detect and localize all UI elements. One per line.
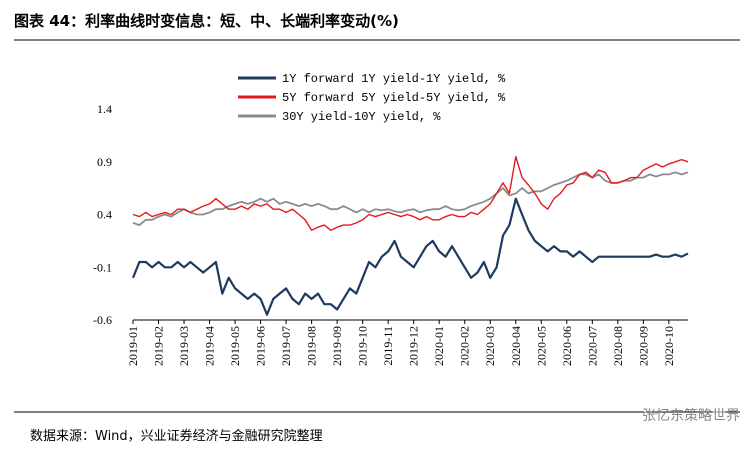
watermark: 张忆东策略世界 (642, 407, 740, 424)
x-tick-label: 2019-03 (177, 326, 191, 366)
source: 数据来源：Wind，兴业证券经济与金融研究院整理 (30, 428, 323, 444)
x-tick-label: 2020-06 (560, 326, 574, 366)
x-tick-label: 2020-05 (534, 326, 548, 366)
series-line (132, 171, 689, 226)
x-tick-label: 2020-09 (636, 326, 650, 366)
x-tick-label: 2019-11 (381, 326, 395, 366)
x-tick-label: 2019-04 (203, 326, 217, 366)
y-tick-label: 0.9 (97, 155, 112, 169)
x-tick-label: 2019-05 (228, 326, 242, 366)
x-tick-label: 2019-06 (254, 326, 268, 366)
legend-label: 5Y forward 5Y yield-5Y yield, % (282, 91, 506, 105)
x-tick-label: 2020-04 (509, 326, 523, 366)
x-tick-label: 2020-03 (483, 326, 497, 366)
x-tick-label: 2019-08 (305, 326, 319, 366)
legend-label: 1Y forward 1Y yield-1Y yield, % (282, 72, 506, 86)
x-tick-label: 2020-02 (458, 326, 472, 366)
chart-title: 图表 44：利率曲线时变信息：短、中、长端利率变动(%) (14, 12, 399, 30)
series-line (131, 197, 689, 316)
x-tick-label: 2019-10 (356, 326, 370, 366)
x-tick-label: 2020-08 (611, 326, 625, 366)
x-tick-label: 2019-09 (330, 326, 344, 366)
y-tick-label: -0.6 (93, 313, 112, 327)
x-tick-label: 2020-07 (585, 326, 599, 366)
x-tick-label: 2019-02 (152, 326, 166, 366)
x-tick-label: 2020-10 (662, 326, 676, 366)
y-tick-label: -0.1 (93, 260, 112, 274)
y-tick-label: 1.4 (97, 102, 112, 116)
legend-label: 30Y yield-10Y yield, % (282, 110, 441, 124)
x-tick-label: 2019-12 (407, 326, 421, 366)
x-tick-label: 2020-01 (432, 326, 446, 366)
series-line (132, 155, 689, 231)
y-tick-label: 0.4 (97, 208, 112, 222)
x-tick-label: 2019-07 (279, 326, 293, 366)
x-tick-label: 2019-01 (126, 326, 140, 366)
